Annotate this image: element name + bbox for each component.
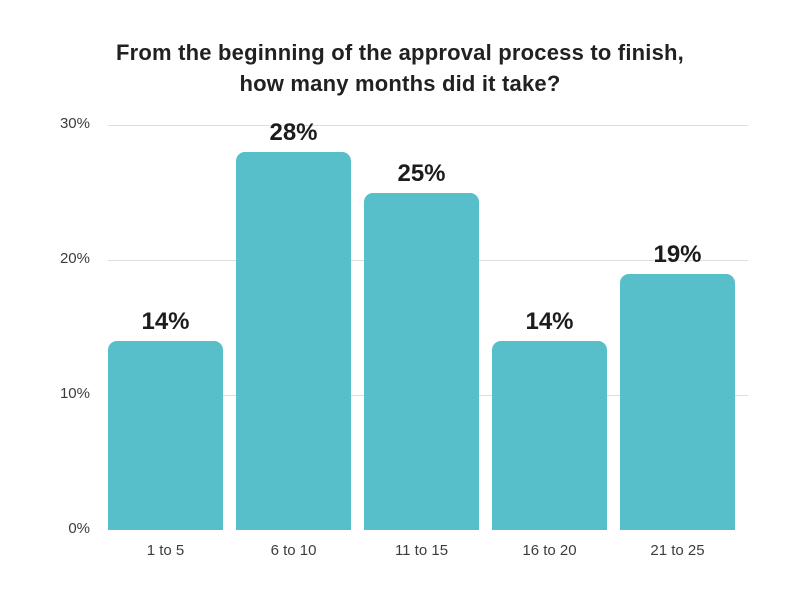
bar (108, 341, 223, 530)
x-axis-category-label: 1 to 5 (146, 542, 185, 559)
chart-title-line2: how many months did it take? (239, 71, 561, 96)
chart-title-line1: From the beginning of the approval proce… (116, 40, 684, 65)
gridline (108, 124, 748, 126)
bar (364, 192, 479, 530)
x-axis-category-label: 16 to 20 (522, 542, 577, 559)
chart-title: From the beginning of the approval proce… (0, 37, 800, 99)
bar-value-label: 25% (397, 159, 446, 187)
bar-value-label: 14% (525, 308, 574, 335)
bar (236, 152, 351, 530)
y-axis-tick-label: 0% (68, 520, 90, 537)
y-axis-tick-label: 20% (59, 250, 90, 267)
x-axis-category-label: 6 to 10 (270, 542, 317, 559)
bar-value-label: 19% (653, 240, 702, 268)
x-axis-category-label: 21 to 25 (650, 542, 705, 559)
bar-value-label: 14% (141, 308, 190, 335)
plot-area: 14% 1 to 5 28% 6 to 10 25% 11 to 15 14% 16 to 2… (108, 121, 748, 559)
y-axis-tick-label: 30% (59, 115, 90, 132)
bar-value-label: 28% (269, 119, 318, 146)
x-axis-category-label: 11 to 15 (394, 542, 449, 559)
y-axis-tick-label: 10% (59, 385, 90, 402)
bar (620, 273, 735, 530)
bar (492, 341, 607, 530)
